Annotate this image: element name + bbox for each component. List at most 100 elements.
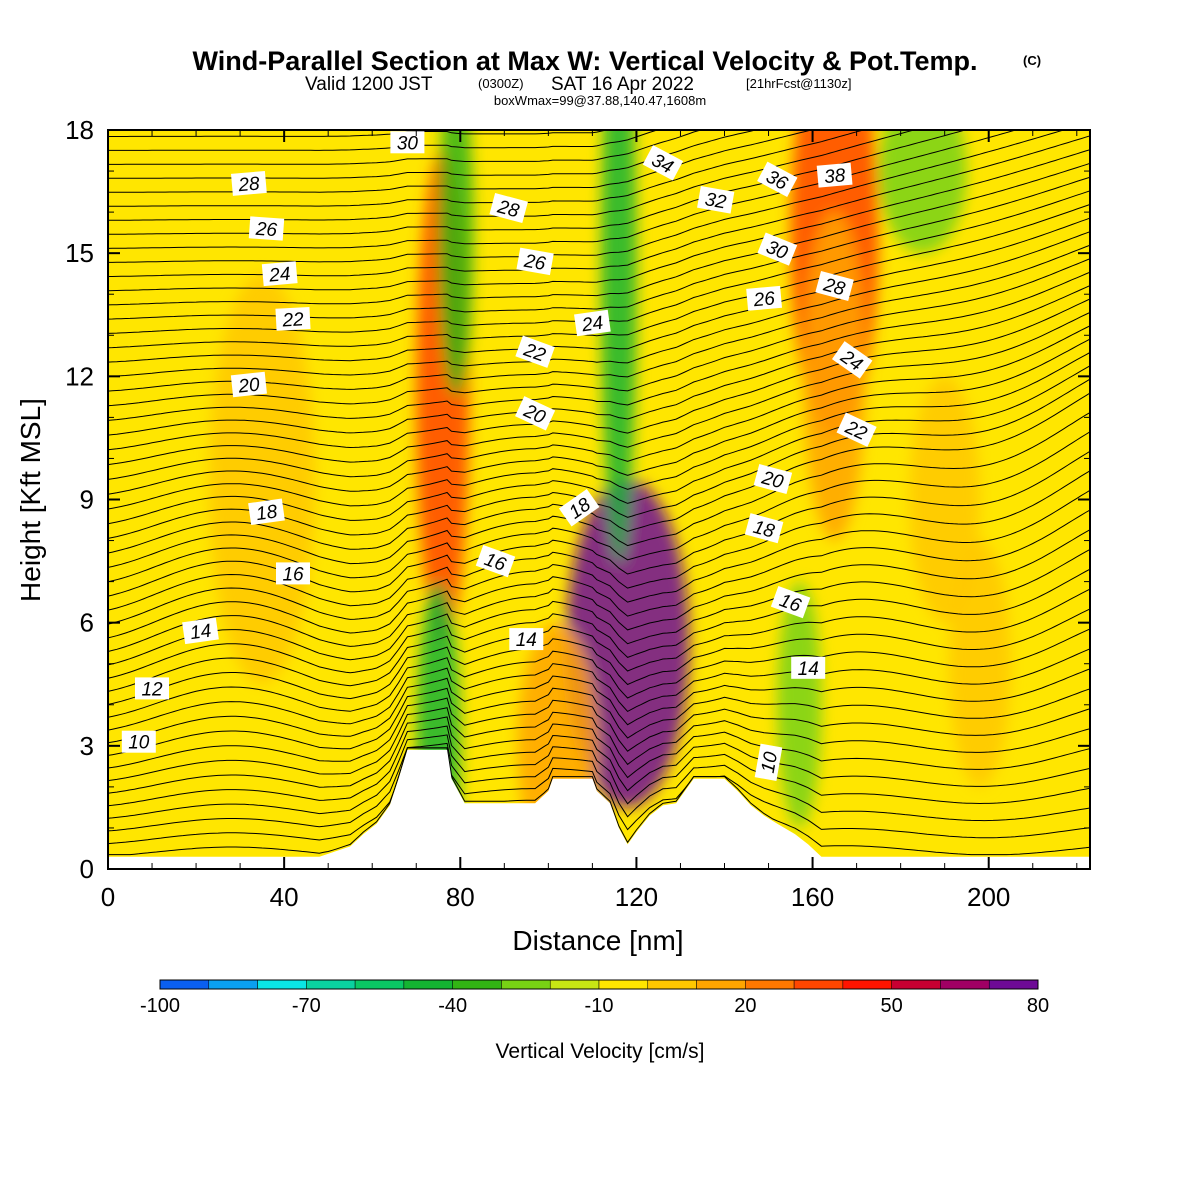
- colorbar-tick-label: 20: [734, 995, 756, 1017]
- axis-tick-labels: 0 40 80 120 160 200 0 3 6 9 12 15 18: [65, 115, 1010, 912]
- isentrope-line: [108, 734, 1090, 819]
- isentrope-line: [108, 392, 1090, 554]
- isentrope-line: [108, 217, 1090, 363]
- isentrope-label: 24: [574, 309, 611, 337]
- colorbar: [159, 979, 1039, 990]
- isentrope-line: [108, 130, 703, 165]
- colorbar-segment: [940, 979, 990, 990]
- isentrope-label: 10: [121, 730, 156, 754]
- isentrope-label: 26: [248, 216, 285, 242]
- svg-text:32: 32: [703, 189, 728, 213]
- isentrope-label: 30: [390, 131, 425, 154]
- colorbar-segment: [549, 979, 600, 990]
- svg-text:10: 10: [128, 733, 150, 754]
- isentrope-line: [108, 311, 1090, 466]
- colorbar-tick-label: 50: [881, 995, 903, 1017]
- isentrope-line: [108, 412, 1090, 568]
- isentrope-line: [108, 489, 1090, 625]
- vertical-velocity-field: [209, 130, 1011, 869]
- isentrope-line: [108, 231, 1090, 378]
- isentrope-label: 28: [489, 192, 528, 224]
- x-tick-label: 200: [967, 882, 1010, 912]
- box-wmax-info: boxWmax=99@37.88,140.47,1608m: [494, 93, 706, 108]
- isentrope-label: 32: [697, 186, 735, 214]
- colorbar-segment: [842, 979, 892, 990]
- isentrope-line: [108, 130, 758, 179]
- isentrope-line: [108, 470, 1090, 611]
- y-tick-label: 9: [80, 485, 94, 515]
- chart-title: Wind-Parallel Section at Max W: Vertical…: [193, 46, 978, 76]
- colorbar-segment: [598, 979, 649, 990]
- terrain-profile: [108, 749, 1090, 869]
- x-tick-label: 80: [446, 882, 475, 912]
- svg-text:30: 30: [397, 133, 419, 154]
- x-tick-label: 160: [791, 882, 834, 912]
- isentrope-label: 16: [276, 562, 310, 585]
- svg-text:24: 24: [580, 313, 605, 337]
- isentrope-line: [108, 130, 866, 207]
- colorbar-segment: [452, 979, 502, 990]
- y-tick-label: 0: [80, 854, 94, 884]
- isentrope-label: 24: [261, 261, 298, 287]
- isentrope-line: [108, 742, 1090, 832]
- valid-time-utc: (0300Z): [478, 76, 524, 91]
- svg-text:14: 14: [189, 621, 213, 645]
- isentrope-line: [108, 285, 1090, 436]
- svg-text:16: 16: [282, 564, 304, 585]
- isentrope-line: [108, 244, 1090, 392]
- isentrope-line: [108, 548, 1090, 666]
- svg-text:26: 26: [522, 251, 548, 276]
- colorbar-title: Vertical Velocity [cm/s]: [496, 1040, 705, 1063]
- isentrope-line: [108, 298, 1090, 451]
- x-tick-label: 120: [615, 882, 658, 912]
- svg-text:24: 24: [267, 264, 291, 287]
- svg-text:38: 38: [823, 165, 846, 188]
- y-tick-label: 12: [65, 361, 94, 391]
- y-axis-label: Height [Kft MSL]: [15, 398, 46, 602]
- isentrope-line: [108, 352, 1090, 510]
- isentrope-line: [108, 149, 1090, 292]
- svg-text:26: 26: [752, 288, 776, 311]
- colorbar-segment: [257, 979, 307, 990]
- potential-temperature-contours: [108, 130, 1090, 856]
- isentrope-line: [108, 130, 1066, 263]
- isentrope-line: [108, 668, 1090, 744]
- colorbar-tick-label: 80: [1027, 995, 1049, 1017]
- isentrope-label: 26: [746, 285, 782, 311]
- isentrope-line: [108, 258, 1090, 407]
- x-axis-label: Distance [nm]: [512, 925, 683, 956]
- svg-text:14: 14: [798, 659, 819, 680]
- isentrope-label: 10: [754, 743, 783, 781]
- isentrope-line: [108, 176, 1090, 320]
- svg-text:20: 20: [236, 374, 261, 397]
- isentrope-label: 14: [182, 617, 219, 645]
- svg-text:12: 12: [141, 679, 163, 700]
- isentrope-label: 30: [757, 232, 798, 266]
- colorbar-segment: [647, 979, 697, 990]
- colorbar-segment: [403, 979, 453, 990]
- colorbar-segment: [208, 979, 258, 990]
- isentrope-label: 22: [275, 307, 311, 331]
- isentrope-line: [108, 628, 1090, 718]
- colorbar-segment: [696, 979, 746, 990]
- isentrope-line: [108, 747, 1090, 856]
- colorbar-tick-label: -100: [140, 995, 180, 1017]
- forecast-info: [21hrFcst@1130z]: [746, 76, 851, 91]
- isentrope-line: [108, 509, 1090, 639]
- svg-text:26: 26: [254, 219, 278, 242]
- isentrope-label: 20: [230, 371, 267, 398]
- isentrope-label: 12: [135, 677, 169, 700]
- isentrope-line: [108, 130, 814, 193]
- svg-text:28: 28: [237, 173, 261, 196]
- isentrope-line: [108, 747, 1090, 845]
- velocity-cell: [777, 581, 822, 828]
- y-tick-label: 6: [80, 608, 94, 638]
- isentrope-line: [108, 338, 1090, 495]
- y-tick-label: 18: [65, 115, 94, 145]
- velocity-cell: [949, 540, 1011, 787]
- isentrope-label: 26: [516, 247, 554, 276]
- isentrope-label: 22: [515, 335, 555, 368]
- plot-area: 1012141618202224262830282624222018161434…: [108, 130, 1090, 869]
- colorbar-tick-label: -70: [292, 995, 321, 1017]
